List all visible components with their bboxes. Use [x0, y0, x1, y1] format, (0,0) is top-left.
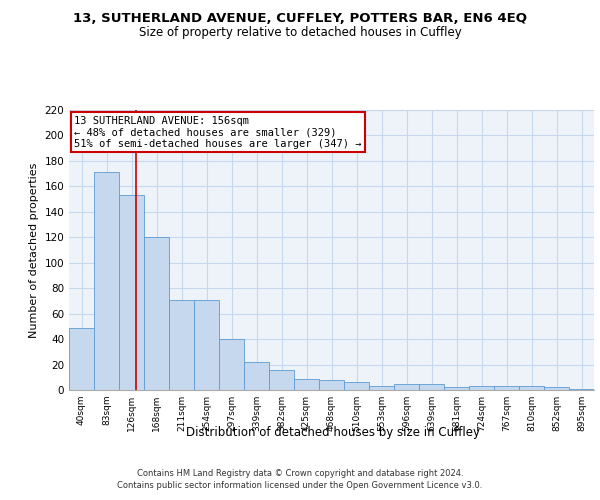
Y-axis label: Number of detached properties: Number of detached properties	[29, 162, 39, 338]
Bar	[544, 388, 569, 390]
Bar	[419, 384, 444, 390]
Bar	[369, 386, 394, 390]
Bar	[94, 172, 119, 390]
Text: Distribution of detached houses by size in Cuffley: Distribution of detached houses by size …	[186, 426, 480, 439]
Bar	[494, 386, 519, 390]
Bar	[344, 382, 369, 390]
Bar	[194, 300, 219, 390]
Bar	[244, 362, 269, 390]
Text: 13, SUTHERLAND AVENUE, CUFFLEY, POTTERS BAR, EN6 4EQ: 13, SUTHERLAND AVENUE, CUFFLEY, POTTERS …	[73, 12, 527, 26]
Bar	[169, 300, 194, 390]
Bar	[519, 386, 544, 390]
Bar	[269, 370, 294, 390]
Bar	[119, 196, 144, 390]
Text: 13 SUTHERLAND AVENUE: 156sqm
← 48% of detached houses are smaller (329)
51% of s: 13 SUTHERLAND AVENUE: 156sqm ← 48% of de…	[74, 116, 362, 149]
Bar	[294, 378, 319, 390]
Bar	[219, 339, 244, 390]
Bar	[469, 386, 494, 390]
Bar	[394, 384, 419, 390]
Text: Contains HM Land Registry data © Crown copyright and database right 2024.
Contai: Contains HM Land Registry data © Crown c…	[118, 468, 482, 490]
Bar	[319, 380, 344, 390]
Text: Size of property relative to detached houses in Cuffley: Size of property relative to detached ho…	[139, 26, 461, 39]
Bar	[144, 238, 169, 390]
Bar	[69, 328, 94, 390]
Bar	[444, 388, 469, 390]
Bar	[569, 388, 594, 390]
